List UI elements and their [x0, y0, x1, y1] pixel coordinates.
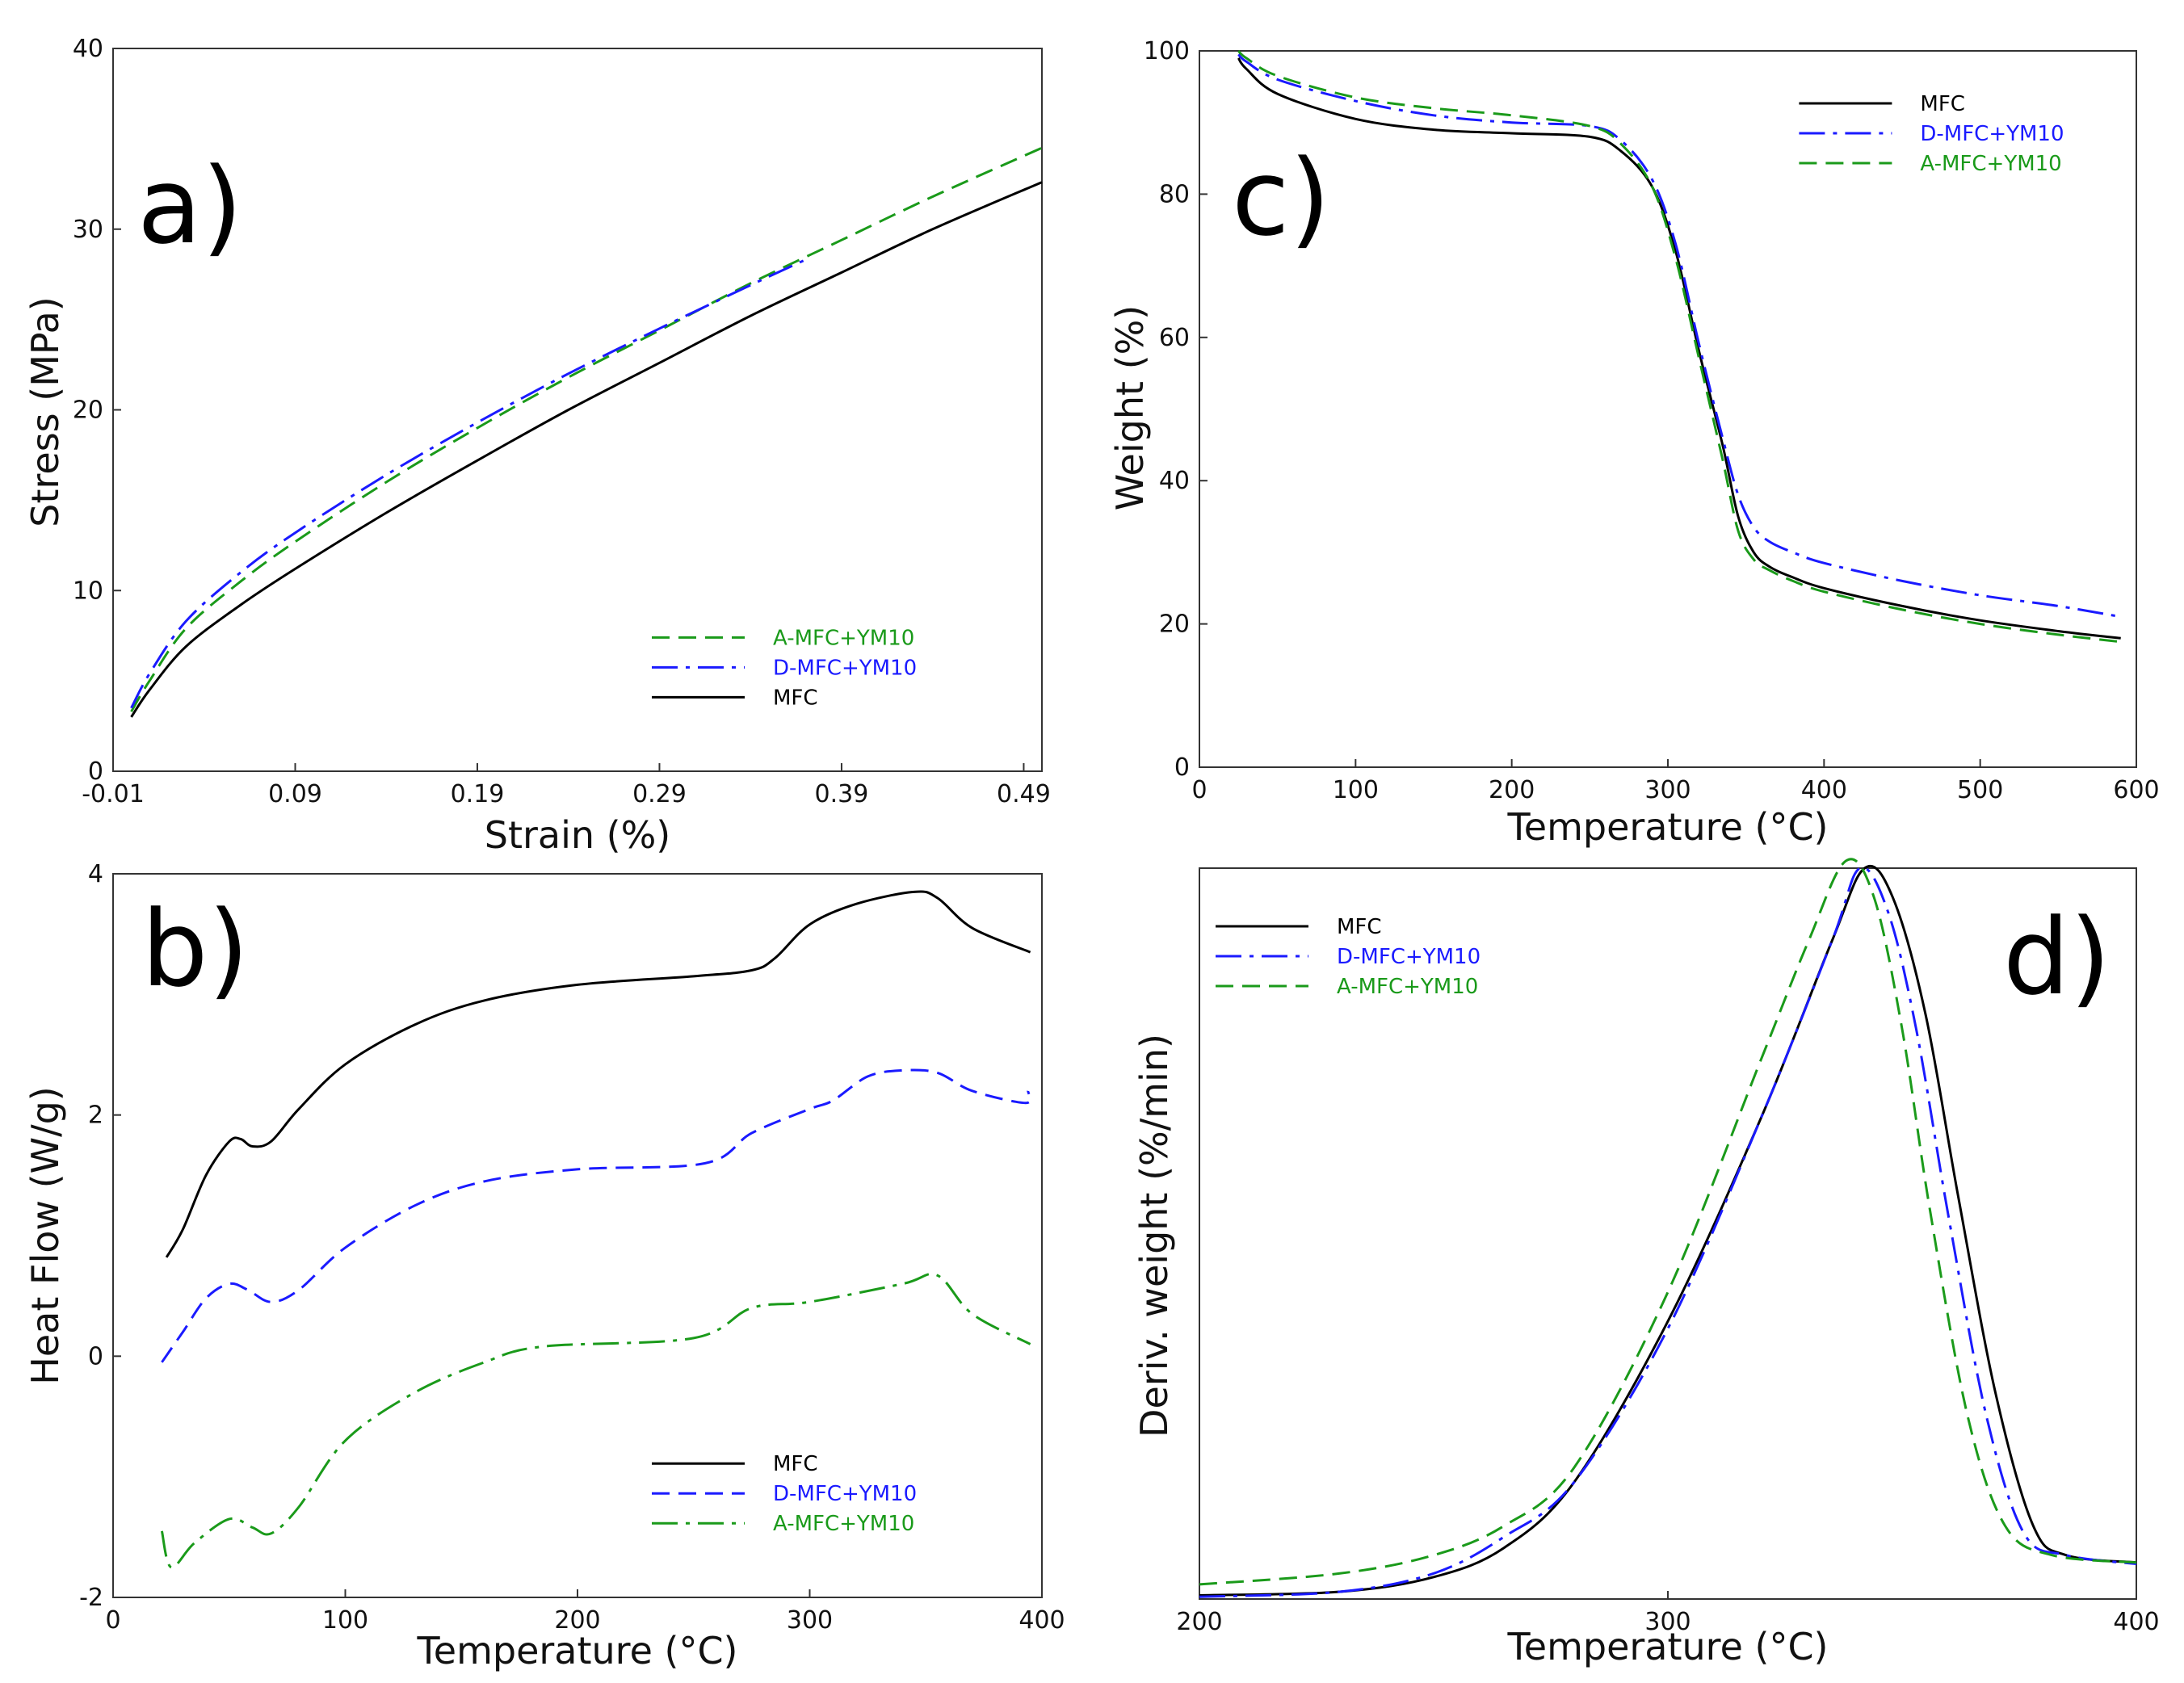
- legend-label-mfc: MFC: [773, 1452, 818, 1476]
- series-line-mfc: [165, 890, 1031, 1258]
- x-tick-label: 400: [1801, 776, 1847, 804]
- y-tick-label: 0: [88, 758, 103, 786]
- panel-d: 200 300 400 d) Temperature (°C) Deriv. wei…: [1132, 858, 2160, 1668]
- legend-label-mfc: MFC: [1920, 92, 1965, 116]
- y-tick-label: 10: [73, 577, 103, 605]
- legend-label-mfc: MFC: [1337, 915, 1382, 939]
- x-tick-label: -0.01: [82, 780, 145, 808]
- panel-d-legend: MFC D-MFC+YM10 A-MFC+YM10: [1216, 915, 1480, 999]
- panel-a-ticks: -0.01 0.09 0.19 0.29 0.39 0.49 0 10 20 30 40: [73, 35, 1051, 808]
- y-tick-label: 30: [73, 216, 103, 244]
- series-line-mfc: [1237, 57, 2121, 640]
- legend-label-mfc: MFC: [773, 686, 818, 710]
- x-tick-label: 200: [554, 1606, 600, 1635]
- panel-b-x-axis-label: Temperature (°C): [416, 1629, 737, 1673]
- x-tick-label: 100: [1333, 776, 1379, 804]
- panel-c-x-axis-label: Temperature (°C): [1506, 805, 1828, 849]
- x-tick-label: 300: [1644, 776, 1690, 804]
- x-tick-label: 300: [1644, 1608, 1690, 1636]
- panel-c-legend: MFC D-MFC+YM10 A-MFC+YM10: [1799, 92, 2064, 176]
- x-tick-label: 600: [2113, 776, 2159, 804]
- legend-label-dmfc: D-MFC+YM10: [773, 656, 917, 680]
- panel-a-letter: a): [137, 145, 242, 267]
- panel-c-y-axis-label: Weight (%): [1108, 305, 1152, 510]
- panel-b-series: [160, 890, 1032, 1569]
- y-tick-label: 2: [88, 1102, 103, 1130]
- panel-b-legend: MFC D-MFC+YM10 A-MFC+YM10: [652, 1452, 917, 1536]
- legend-label-amfc: A-MFC+YM10: [773, 1512, 914, 1536]
- y-tick-label: -2: [79, 1584, 103, 1612]
- x-tick-label: 0: [105, 1606, 120, 1635]
- panel-a-y-axis-label: Stress (MPa): [23, 296, 67, 527]
- y-tick-label: 0: [88, 1342, 103, 1370]
- x-tick-label: 0.39: [815, 780, 869, 808]
- panel-b-letter: b): [141, 888, 249, 1010]
- legend-label-dmfc: D-MFC+YM10: [1920, 122, 2064, 146]
- x-tick-label: 0: [1191, 776, 1207, 804]
- x-tick-label: 100: [322, 1606, 368, 1635]
- panel-d-letter: d): [2003, 896, 2110, 1018]
- panel-c-series: [1237, 49, 2121, 644]
- y-tick-label: 4: [88, 860, 103, 888]
- panel-a-legend: A-MFC+YM10 D-MFC+YM10 MFC: [652, 626, 917, 710]
- series-line-dmfc: [1199, 866, 2137, 1598]
- panel-d-series: [1199, 858, 2137, 1598]
- x-tick-label: 0.09: [268, 780, 322, 808]
- panel-c-letter: c): [1232, 136, 1330, 259]
- y-tick-label: 40: [1159, 467, 1190, 495]
- panel-a-x-axis-label: Strain (%): [485, 813, 671, 857]
- legend-label-dmfc: D-MFC+YM10: [773, 1482, 917, 1506]
- x-tick-label: 200: [1176, 1608, 1222, 1636]
- x-tick-label: 400: [2113, 1608, 2159, 1636]
- panel-b-y-axis-label: Heat Flow (W/g): [23, 1086, 67, 1384]
- series-line-dmfc: [161, 1068, 1032, 1363]
- series-line-amfc: [1199, 858, 2137, 1586]
- panel-a: -0.01 0.09 0.19 0.29 0.39 0.49 0 10 20 30 40 a) St…: [23, 35, 1051, 857]
- panel-c: 0 100 200 300 400 500 600 0 20 40 60 80 100 c) Tempe…: [1108, 37, 2160, 849]
- x-tick-label: 0.29: [632, 780, 687, 808]
- series-line-dmfc: [130, 258, 806, 709]
- x-tick-label: 300: [787, 1606, 833, 1635]
- series-line-mfc: [130, 181, 1043, 718]
- y-tick-label: 20: [1159, 611, 1190, 639]
- y-tick-label: 100: [1144, 37, 1190, 65]
- y-tick-label: 60: [1159, 324, 1190, 352]
- legend-label-amfc: A-MFC+YM10: [1337, 975, 1478, 999]
- x-tick-label: 0.49: [997, 780, 1051, 808]
- x-tick-label: 500: [1957, 776, 2003, 804]
- x-tick-label: 0.19: [451, 780, 505, 808]
- panel-d-ticks: 200 300 400: [1176, 1591, 2160, 1636]
- y-tick-label: 40: [73, 35, 103, 63]
- y-tick-label: 20: [73, 397, 103, 425]
- legend-label-dmfc: D-MFC+YM10: [1337, 945, 1480, 969]
- series-line-amfc: [1237, 49, 2121, 644]
- y-tick-label: 0: [1174, 753, 1190, 782]
- panel-d-y-axis-label: Deriv. weight (%/min): [1132, 1034, 1176, 1437]
- y-tick-label: 80: [1159, 180, 1190, 208]
- panel-a-series: [130, 146, 1043, 718]
- legend-label-amfc: A-MFC+YM10: [1920, 152, 2061, 176]
- series-line-dmfc: [1237, 53, 2121, 619]
- panel-d-x-axis-label: Temperature (°C): [1506, 1625, 1828, 1668]
- legend-label-amfc: A-MFC+YM10: [773, 626, 914, 650]
- x-tick-label: 200: [1489, 776, 1535, 804]
- x-tick-label: 400: [1018, 1606, 1065, 1635]
- panel-c-ticks: 0 100 200 300 400 500 600 0 20 40 60 80 100: [1144, 37, 2160, 804]
